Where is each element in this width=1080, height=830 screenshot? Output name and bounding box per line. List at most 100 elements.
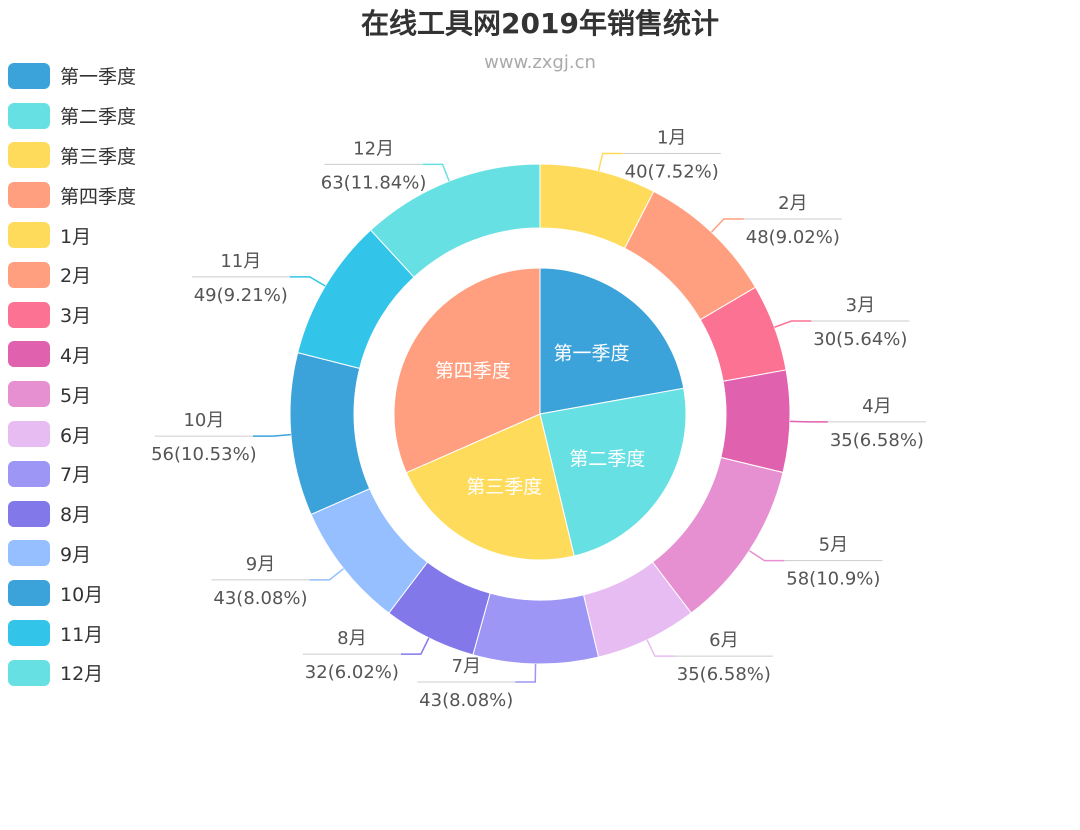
legend-swatch [8,261,50,288]
legend-item[interactable]: 7月 [8,454,136,494]
legend-label: 4月 [60,344,92,367]
legend-item[interactable]: 第一季度 [8,56,136,96]
legend-label: 第三季度 [60,145,137,168]
outer-slice-value: 63(11.84%) [321,172,427,193]
outer-slice-value: 49(9.21%) [194,285,288,306]
legend-swatch [8,620,50,647]
legend-swatch [8,659,50,686]
outer-slice-name: 11月 [220,251,261,272]
inner-slice[interactable] [405,413,575,561]
legend-swatch [8,222,50,249]
outer-slice-name: 9月 [246,554,275,575]
leader-line [422,163,450,182]
outer-slice-value: 43(8.08%) [213,588,307,609]
legend-item[interactable]: 9月 [8,534,136,574]
outer-labels: 1月 40(7.52%) 2月 48(9.02%) 3月 30(5.64%) 4月 35(6.… [151,127,926,711]
legend-label: 6月 [60,424,92,447]
outer-slice[interactable] [472,592,600,665]
legend-item[interactable]: 8月 [8,494,136,534]
legend-item[interactable]: 3月 [8,295,136,335]
outer-slice[interactable] [289,352,371,516]
outer-slice-name: 1月 [657,127,686,148]
leader-line [400,637,430,655]
outer-slice-value: 35(6.58%) [830,430,924,451]
legend-label: 1月 [60,225,92,248]
legend-item[interactable]: 11月 [8,613,136,653]
chart-subtitle: www.zxgj.cn [484,52,596,73]
legend-item[interactable]: 1月 [8,215,136,255]
outer-slice-name: 4月 [862,396,891,417]
legend-label: 5月 [60,384,92,407]
inner-slice-label: 第二季度 [569,448,645,470]
legend-item[interactable]: 第三季度 [8,136,136,176]
legend-label: 3月 [60,305,92,328]
legend-swatch [8,102,50,129]
outer-slice-value: 43(8.08%) [419,690,513,711]
legend-label: 7月 [60,464,92,487]
inner-slice-label: 第一季度 [554,342,630,364]
legend-label: 第二季度 [60,106,137,129]
legend-label: 9月 [60,543,92,566]
leader-line [789,420,828,423]
legend-item[interactable]: 5月 [8,374,136,414]
legend-swatch [8,62,50,89]
leader-line [710,218,744,233]
leader-line [748,550,785,562]
outer-slice-value: 32(6.02%) [305,662,399,683]
outer-slice-name: 5月 [819,535,848,556]
outer-slice-name: 8月 [337,628,366,649]
outer-slice-name: 12月 [353,138,394,159]
outer-slice[interactable] [369,163,541,278]
legend-label: 第四季度 [60,185,137,208]
legend-item[interactable]: 第四季度 [8,175,136,215]
legend-label: 第一季度 [60,66,137,89]
leader-line [289,276,326,287]
outer-slice-value: 56(10.53%) [151,444,257,465]
legend-swatch [8,341,50,368]
leader-line [774,320,812,328]
leader-line [252,433,291,437]
outer-slice-value: 35(6.58%) [677,664,771,685]
legend-swatch [8,460,50,487]
leader-line [309,568,345,581]
legend: 第一季度第二季度第三季度第四季度 1月 2月 3月 4月 5月 6月 7月 8月 9月 10月 11月… [8,56,136,693]
leader-line [646,639,675,657]
outer-slice-name: 10月 [183,410,224,431]
outer-slice-name: 6月 [709,630,738,651]
inner-slice[interactable] [539,387,687,557]
legend-item[interactable]: 12月 [8,653,136,693]
outer-ring [289,163,791,665]
outer-slice-value: 30(5.64%) [813,329,907,350]
legend-swatch [8,381,50,408]
legend-label: 10月 [60,583,104,606]
outer-slice-value: 48(9.02%) [746,227,840,248]
legend-swatch [8,500,50,527]
outer-slice-value: 40(7.52%) [625,161,719,182]
outer-slice-name: 7月 [452,656,481,677]
legend-item[interactable]: 2月 [8,255,136,295]
legend-swatch [8,142,50,169]
leader-line [515,663,537,683]
outer-slice-value: 58(10.9%) [786,569,880,590]
inner-slice[interactable] [539,267,685,415]
legend-swatch [8,421,50,448]
legend-label: 12月 [60,663,104,686]
legend-item[interactable]: 第二季度 [8,96,136,136]
legend-item[interactable]: 10月 [8,573,136,613]
legend-swatch [8,540,50,567]
legend-item[interactable]: 4月 [8,335,136,375]
legend-swatch [8,182,50,209]
leader-line [597,152,623,172]
inner-slice[interactable] [393,267,541,474]
legend-swatch [8,580,50,607]
outer-slice-name: 3月 [846,295,875,316]
chart-title: 在线工具网2019年销售统计 [361,7,719,40]
legend-label: 2月 [60,265,92,288]
inner-slice-label: 第三季度 [466,476,542,498]
legend-label: 8月 [60,504,92,527]
outer-slice[interactable] [720,369,791,474]
legend-swatch [8,301,50,328]
legend-item[interactable]: 6月 [8,414,136,454]
